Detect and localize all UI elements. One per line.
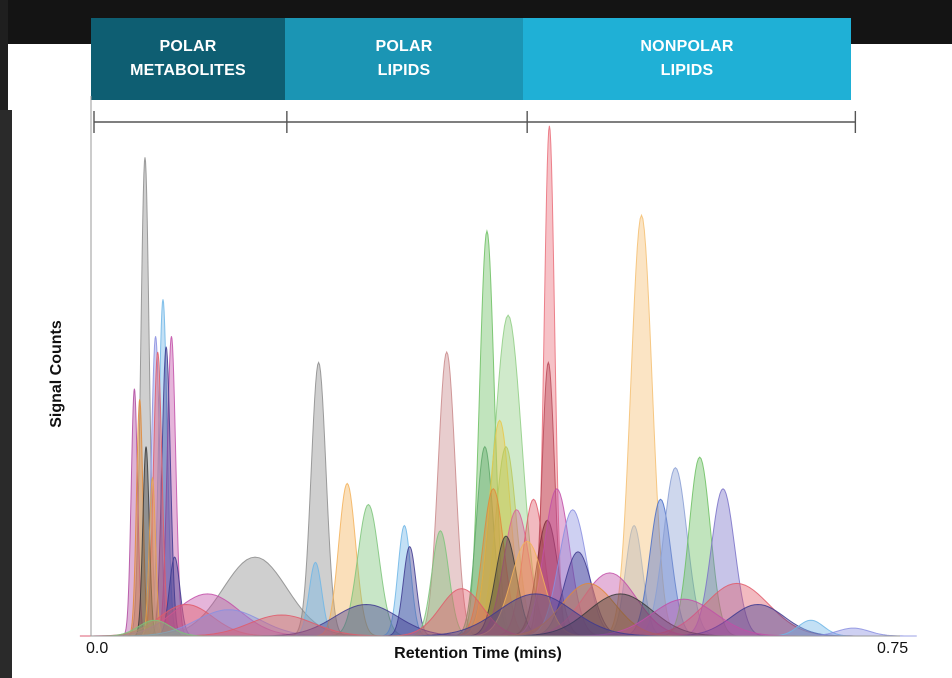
region-band-polar-metabolites: POLAR METABOLITES [91,18,285,100]
region-brackets [93,111,857,133]
region-band-line2: LIPIDS [660,62,714,79]
region-band-nonpolar-lipids: NONPOLAR LIPIDS [523,18,851,100]
region-band-line1: NONPOLAR [640,38,734,55]
peak-area [463,540,592,637]
peak-area [675,488,771,637]
peak-area [517,509,629,637]
peak-area [456,419,543,637]
peak-area [121,388,148,637]
peak-area [312,482,382,637]
peak-area [288,361,349,637]
peak-area [325,503,412,637]
x-axis-label: Retention Time (mins) [394,645,562,662]
peak-area [504,519,591,637]
y-axis-label: Signal Counts [48,320,65,428]
peak-area [148,346,184,637]
peak-area [482,582,695,637]
peak-areas [79,125,917,637]
peak-area [127,556,383,637]
peak-area [456,229,518,637]
peak-area [598,213,685,637]
peak-area [126,399,153,637]
region-band-line1: POLAR [375,38,433,55]
peak-area [463,445,549,637]
region-band-line2: LIPIDS [377,62,431,79]
frame-left-bar-lower [0,110,12,678]
x-tick-label-max: 0.75 [877,640,909,657]
peak-area [127,157,163,637]
region-band-polar-lipids: POLAR LIPIDS [285,18,523,100]
region-band-line1: POLAR [159,38,217,55]
peak-area [505,488,609,637]
peak-area [378,524,431,637]
x-tick-label-min: 0.0 [86,640,109,657]
region-band-line2: METABOLITES [130,62,246,79]
peak-area [522,360,575,637]
peak-area [450,488,537,637]
